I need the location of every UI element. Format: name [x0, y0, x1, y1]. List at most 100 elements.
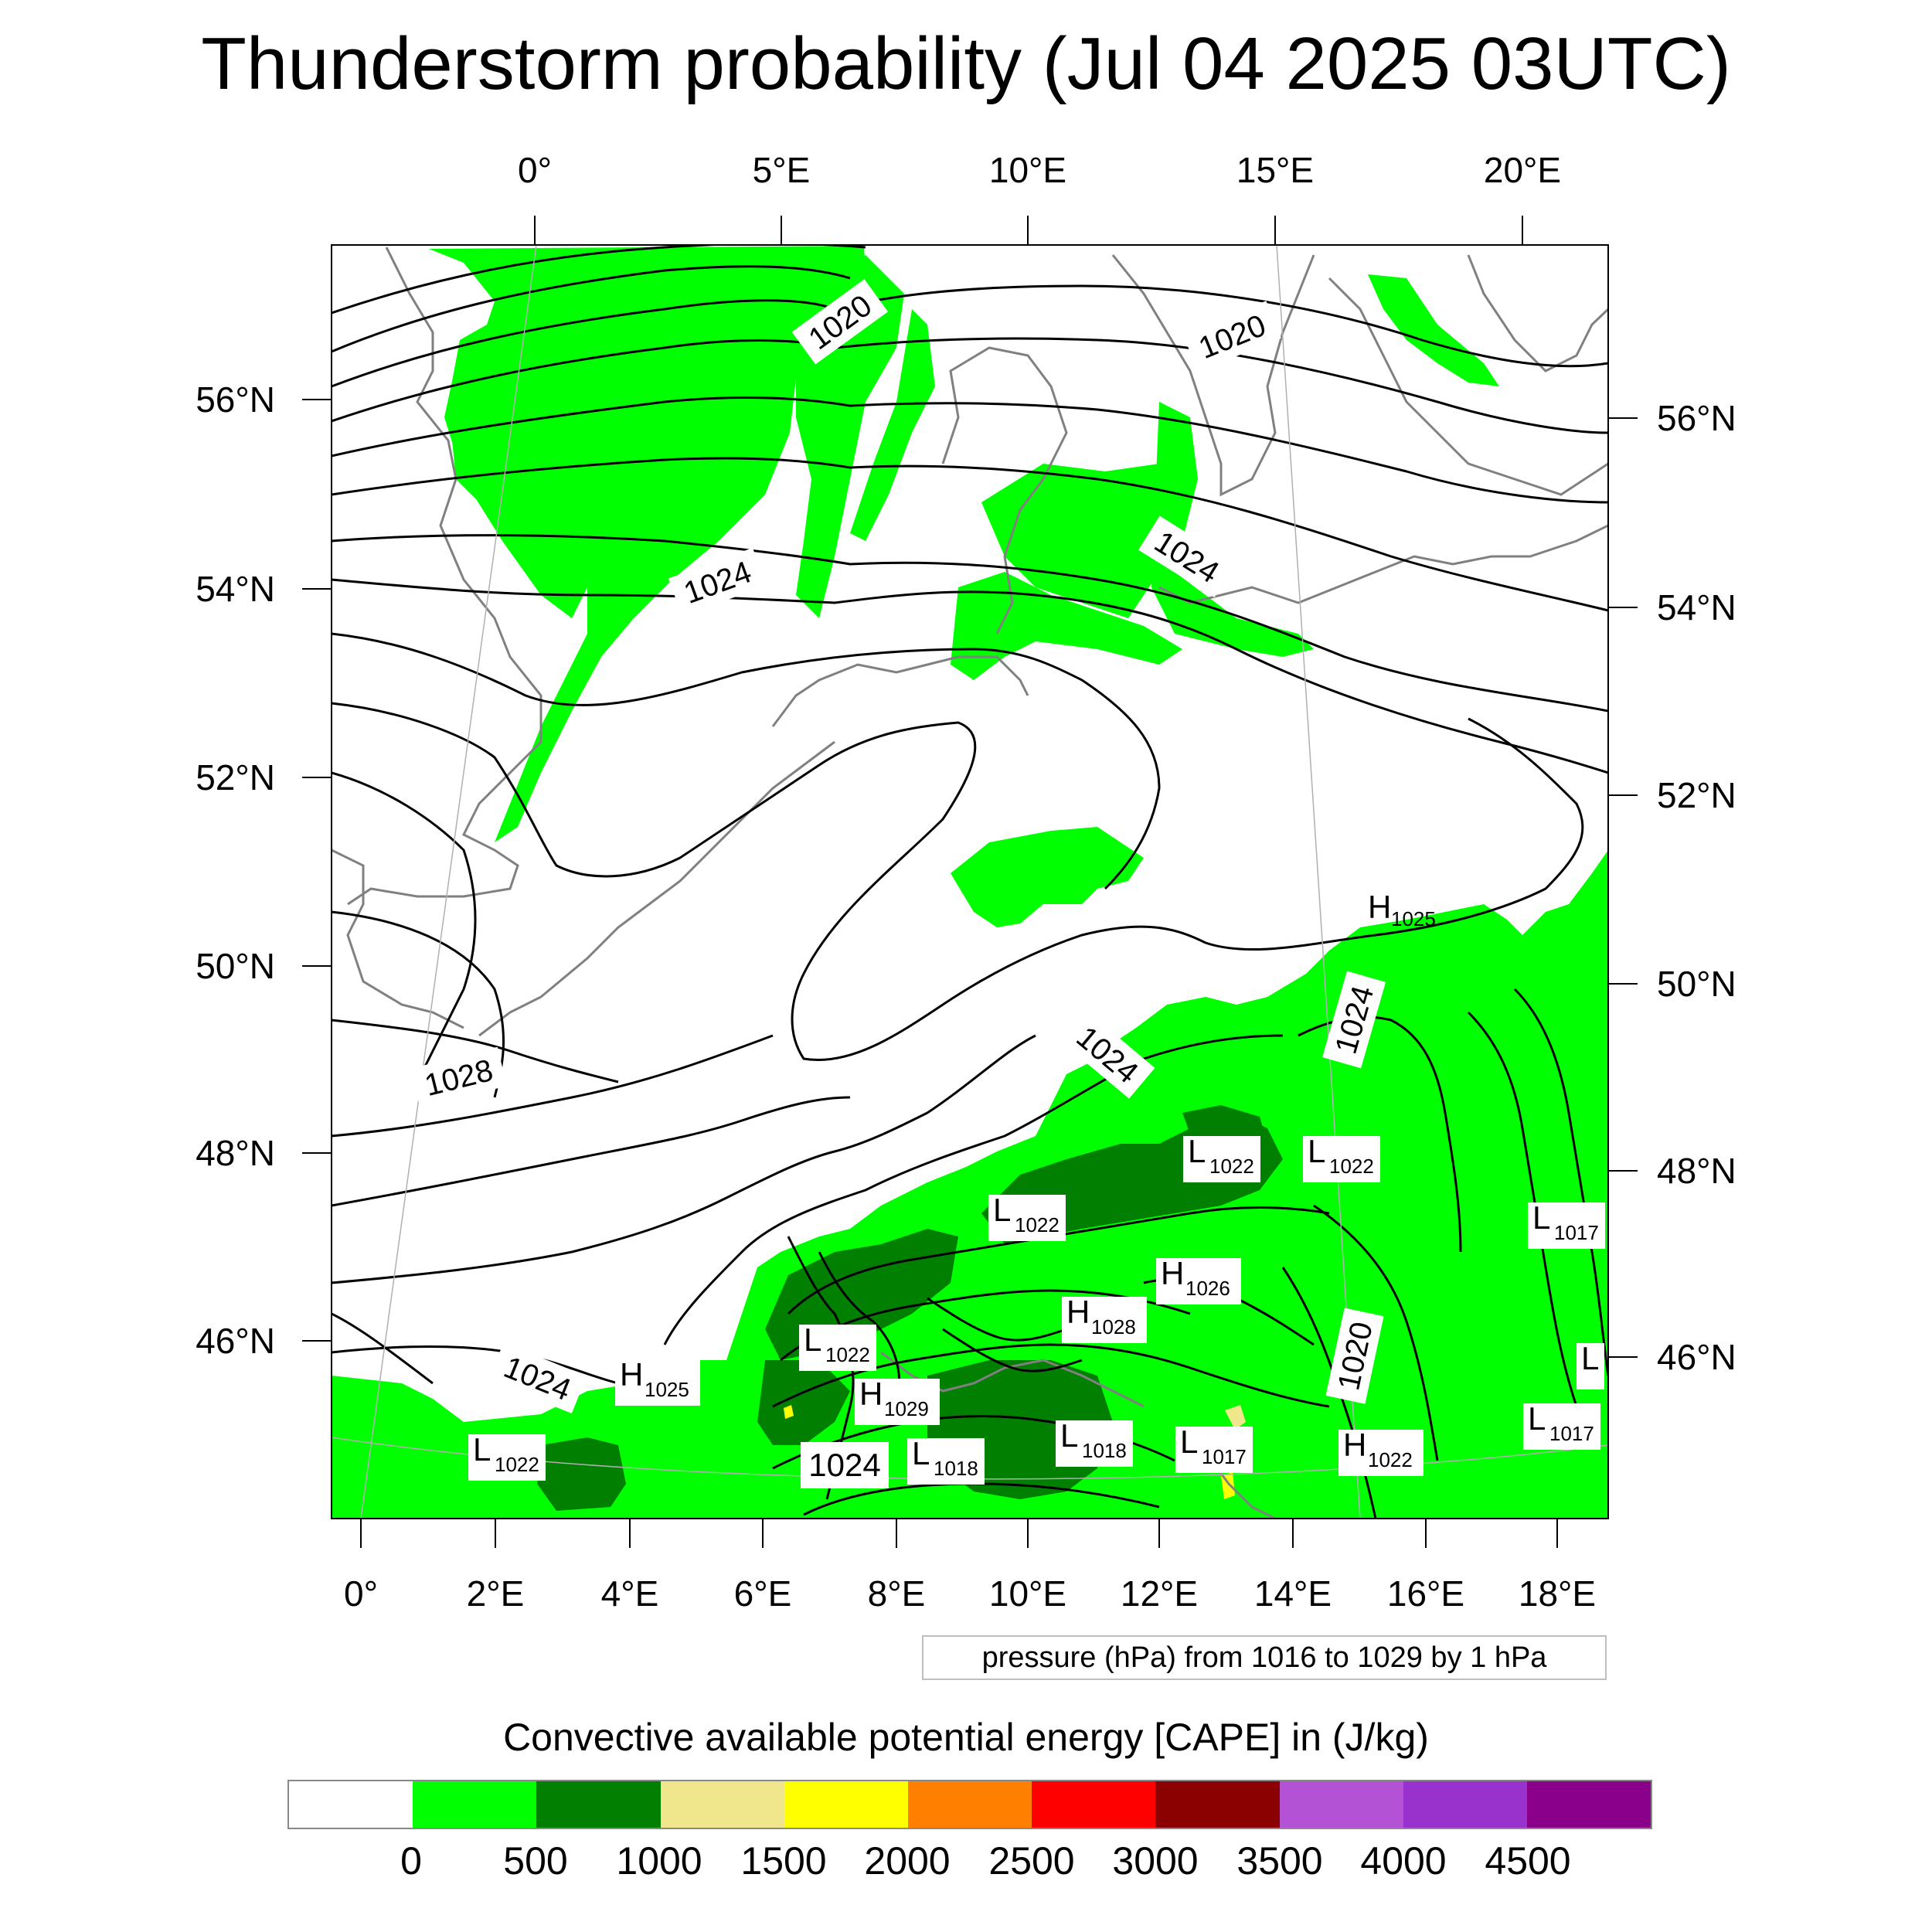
- pressure-center-value: 1018: [1082, 1439, 1127, 1462]
- isobar-5: [332, 396, 1608, 504]
- pressure-center-letter: L: [912, 1435, 930, 1471]
- pressure-center-bg: [1183, 1136, 1260, 1182]
- colorbar-segment: [1032, 1781, 1156, 1828]
- isobar-3: [332, 284, 1608, 388]
- pressure-center-bg: [1156, 1258, 1241, 1304]
- pressure-center-bg: [907, 1438, 985, 1485]
- pressure-center-h: H 1026: [1156, 1255, 1241, 1304]
- cape-area-denmark: [981, 464, 1175, 618]
- pressure-center-value: 1022: [1368, 1448, 1413, 1471]
- isobar-label-bg: [1138, 515, 1236, 598]
- pressure-center-value: 1017: [1549, 1422, 1594, 1445]
- colorbar-segment: [1279, 1781, 1403, 1828]
- pressure-center-value: 1025: [1391, 907, 1436, 930]
- cape-area-scandinavia: [1368, 274, 1499, 386]
- pressure-center-value: 1022: [825, 1343, 870, 1366]
- cape-area-south: [332, 850, 1608, 1519]
- pressure-center-letter: H: [1343, 1427, 1366, 1463]
- colorbar-label: 3500: [1236, 1839, 1323, 1883]
- isobar-16: [332, 1096, 851, 1207]
- coastline-netherlands: [771, 655, 1029, 727]
- colorbar-label: 1500: [740, 1839, 827, 1883]
- right-lat-label: 56°N: [1657, 398, 1736, 438]
- pressure-center-letter: H: [859, 1376, 883, 1412]
- pressure-center-h: H 1025: [615, 1356, 700, 1406]
- pressure-center-bg: [1056, 1420, 1133, 1467]
- cape-area-streaks: [850, 309, 935, 541]
- isobar-14: [332, 1019, 619, 1083]
- isobar-33: [942, 1328, 1083, 1372]
- colorbar-label: 4500: [1485, 1839, 1571, 1883]
- pressure-center-l: L 1017: [1523, 1400, 1600, 1450]
- pressure-center-l: L 1017: [1175, 1423, 1253, 1473]
- top-lon-label: 15°E: [1236, 150, 1314, 190]
- left-lat-label: 46°N: [196, 1321, 275, 1361]
- colorbar-segment: [784, 1781, 908, 1828]
- bottom-lon-label: 16°E: [1387, 1573, 1464, 1614]
- pressure-center-letter: L: [1188, 1133, 1206, 1169]
- pressure-center-letter: L: [473, 1431, 491, 1468]
- cape-area-baltic: [1151, 402, 1314, 657]
- right-lat-labels: 56°N 54°N 52°N 50°N 48°N 46°N: [1657, 398, 1736, 1377]
- left-lat-label: 48°N: [196, 1133, 275, 1173]
- bottom-lon-label: 8°E: [868, 1573, 926, 1614]
- isobar-19: [663, 1034, 1284, 1345]
- pressure-center-bg: [988, 1195, 1066, 1241]
- pressure-center-value: 1022: [495, 1453, 539, 1476]
- pressure-center-letter: L: [993, 1192, 1011, 1228]
- colorbar-label: 0: [400, 1839, 422, 1883]
- colorbar: [287, 1780, 1652, 1829]
- isobar-22: [1513, 988, 1608, 1376]
- pressure-center-value: 1017: [1202, 1445, 1247, 1468]
- colorbar-segment: [907, 1781, 1032, 1828]
- pressure-center-bg: [1303, 1136, 1380, 1182]
- meridian-15e: [1276, 245, 1361, 1519]
- colorbar-label: 2500: [988, 1839, 1075, 1883]
- coastline-france-west: [332, 849, 464, 1029]
- pressure-center-bg: [799, 1325, 876, 1371]
- isobar-9: [332, 632, 1161, 890]
- isobar-label-bg: [410, 1046, 508, 1108]
- isobar-label: 1024: [1322, 971, 1386, 1069]
- pressure-center-value: 1017: [1554, 1221, 1599, 1244]
- colorbar-segment: [289, 1781, 413, 1828]
- pressure-center-letter: L: [1532, 1199, 1550, 1236]
- pressure-center-h: H 1022: [1338, 1427, 1423, 1476]
- isobar-17: [332, 1034, 1036, 1284]
- cape-area-po: [757, 1360, 850, 1445]
- pressure-center-l: L 1018: [907, 1435, 985, 1485]
- coastline-denmark: [941, 346, 1068, 634]
- pressure-center-l: L 1018: [1056, 1417, 1133, 1467]
- pressure-center-letter: L: [1581, 1340, 1599, 1376]
- pressure-center-bg: [1062, 1297, 1147, 1343]
- pressure-center-l: L 1022: [468, 1431, 546, 1481]
- pressure-center-value: 1026: [1185, 1277, 1230, 1300]
- colorbar-label: 4000: [1360, 1839, 1447, 1883]
- top-lon-label: 5°E: [753, 150, 811, 190]
- cape-area-central: [951, 827, 1144, 927]
- pressure-center-value: 1029: [884, 1397, 929, 1420]
- meridian-0: [360, 245, 537, 1519]
- pressure-center-bg: [615, 1359, 700, 1406]
- colorbar-segment: [1526, 1781, 1651, 1828]
- colorbar-label: 500: [503, 1839, 568, 1883]
- isobar-4: [332, 337, 1608, 434]
- bottom-lon-label: 18°E: [1519, 1573, 1596, 1614]
- colorbar-labels: 0 500 1000 1500 2000 2500 3000 3500 4000…: [0, 1838, 1932, 1884]
- cape-area-north-sea: [429, 246, 866, 842]
- colorbar-label: 1000: [616, 1839, 702, 1883]
- pressure-center-l: L 1022: [1303, 1133, 1380, 1182]
- isobar-label-big-bg: [801, 1442, 889, 1488]
- isobar-7: [332, 534, 1608, 713]
- pressure-center-bg: [855, 1379, 940, 1425]
- pressure-center-bg: [1577, 1343, 1604, 1389]
- isobar-11: [1205, 717, 1584, 951]
- colorbar-segment: [413, 1781, 537, 1828]
- isobar-label-big: 1024: [801, 1442, 889, 1488]
- pressure-center-bg: [1338, 1430, 1423, 1476]
- left-lat-label: 50°N: [196, 946, 275, 986]
- tick-marks: [302, 216, 1638, 1548]
- pressure-center-h: H 1029: [855, 1376, 940, 1425]
- pressure-center-l: L 1022: [988, 1192, 1066, 1241]
